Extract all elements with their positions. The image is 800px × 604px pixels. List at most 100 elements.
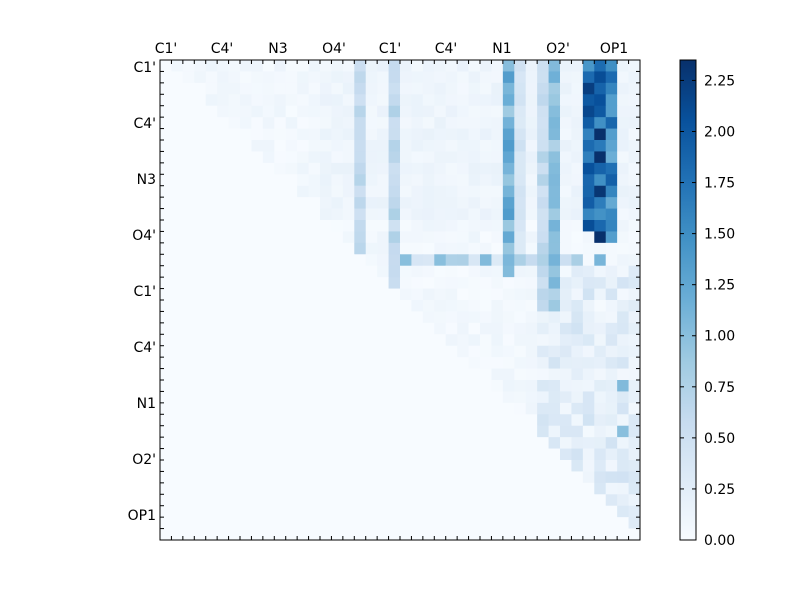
- heatmap-cell: [377, 94, 389, 107]
- heatmap-cell: [628, 505, 641, 518]
- heatmap-cell: [411, 185, 424, 198]
- heatmap-cell: [308, 368, 321, 381]
- heatmap-cell: [605, 265, 618, 278]
- heatmap-cell: [182, 151, 195, 164]
- heatmap-cell: [194, 174, 207, 187]
- heatmap-cell: [365, 140, 378, 152]
- heatmap-cell: [571, 197, 584, 209]
- heatmap-cell: [605, 380, 618, 392]
- heatmap-cell: [240, 242, 252, 255]
- heatmap-cell: [331, 311, 344, 324]
- heatmap-cell: [571, 517, 584, 529]
- heatmap-cell: [537, 368, 549, 381]
- heatmap-cell: [285, 231, 298, 244]
- heatmap-cell: [354, 311, 367, 324]
- heatmap-cell: [605, 311, 618, 324]
- heatmap-cell: [628, 277, 641, 289]
- heatmap-cell: [605, 357, 618, 369]
- heatmap-cell: [388, 94, 401, 107]
- heatmap-cell: [594, 197, 607, 209]
- heatmap-cell: [422, 140, 435, 152]
- heatmap-cell: [582, 288, 595, 301]
- heatmap-cell: [468, 368, 481, 381]
- heatmap-cell: [388, 288, 401, 301]
- heatmap-cell: [571, 117, 584, 129]
- heatmap-cell: [320, 380, 332, 392]
- heatmap-cell: [502, 334, 515, 347]
- heatmap-cell: [308, 140, 321, 152]
- heatmap-cell: [525, 505, 538, 518]
- heatmap-cell: [228, 105, 241, 118]
- heatmap-cell: [377, 414, 389, 427]
- heatmap-cell: [457, 311, 469, 324]
- heatmap-cell: [251, 208, 264, 221]
- heatmap-cell: [377, 197, 389, 209]
- heatmap-cell: [571, 437, 584, 449]
- heatmap-cell: [571, 505, 584, 518]
- heatmap-cell: [377, 494, 389, 507]
- heatmap-cell: [297, 151, 309, 164]
- heatmap-cell: [514, 482, 527, 495]
- heatmap-cell: [548, 482, 561, 495]
- heatmap-cell: [502, 220, 515, 232]
- heatmap-cell: [502, 345, 515, 358]
- heatmap-cell: [240, 105, 252, 118]
- heatmap-cell: [160, 117, 172, 129]
- heatmap-cell: [560, 277, 572, 289]
- heatmap-cell: [400, 288, 412, 301]
- heatmap-cell: [217, 220, 229, 232]
- heatmap-cell: [571, 265, 584, 278]
- heatmap-cell: [422, 277, 435, 289]
- heatmap-cell: [468, 402, 481, 415]
- heatmap-cell: [342, 254, 355, 267]
- heatmap-cell: [297, 288, 309, 301]
- heatmap-cell: [560, 300, 572, 312]
- heatmap-cell: [274, 197, 287, 209]
- heatmap-cell: [537, 105, 549, 118]
- heatmap-cell: [365, 117, 378, 129]
- heatmap-cell: [594, 528, 607, 541]
- heatmap-cell: [251, 174, 264, 187]
- heatmap-cell: [262, 357, 275, 369]
- heatmap-cell: [217, 368, 229, 381]
- heatmap-cell: [514, 185, 527, 198]
- heatmap-cell: [228, 402, 241, 415]
- heatmap-cell: [434, 277, 447, 289]
- heatmap-cell: [171, 322, 184, 335]
- heatmap-cell: [274, 71, 287, 84]
- heatmap-cell: [354, 437, 367, 449]
- heatmap-cell: [228, 208, 241, 221]
- heatmap-cell: [434, 117, 447, 129]
- heatmap-cell: [320, 117, 332, 129]
- heatmap-cell: [331, 174, 344, 187]
- heatmap-cell: [571, 105, 584, 118]
- heatmap-cell: [525, 437, 538, 449]
- heatmap-cell: [320, 357, 332, 369]
- heatmap-cell: [240, 322, 252, 335]
- heatmap-cell: [434, 425, 447, 438]
- heatmap-cell: [617, 402, 629, 415]
- heatmap-cell: [354, 334, 367, 347]
- heatmap-cell: [525, 174, 538, 187]
- heatmap-cell: [571, 174, 584, 187]
- y-tick-label: C4': [133, 340, 156, 356]
- heatmap-cell: [297, 402, 309, 415]
- heatmap-cell: [468, 391, 481, 404]
- heatmap-cell: [354, 460, 367, 472]
- heatmap-cell: [240, 288, 252, 301]
- heatmap-cell: [628, 494, 641, 507]
- heatmap-cell: [377, 60, 389, 72]
- heatmap-cell: [331, 105, 344, 118]
- heatmap-cell: [457, 505, 469, 518]
- heatmap-cell: [182, 140, 195, 152]
- heatmap-cell: [171, 460, 184, 472]
- heatmap-cell: [377, 391, 389, 404]
- heatmap-cell: [354, 288, 367, 301]
- heatmap-cell: [308, 94, 321, 107]
- heatmap-cell: [525, 494, 538, 507]
- heatmap-cell: [560, 242, 572, 255]
- heatmap-cell: [582, 334, 595, 347]
- heatmap-cell: [251, 494, 264, 507]
- heatmap-cell: [560, 254, 572, 267]
- heatmap-cell: [388, 528, 401, 541]
